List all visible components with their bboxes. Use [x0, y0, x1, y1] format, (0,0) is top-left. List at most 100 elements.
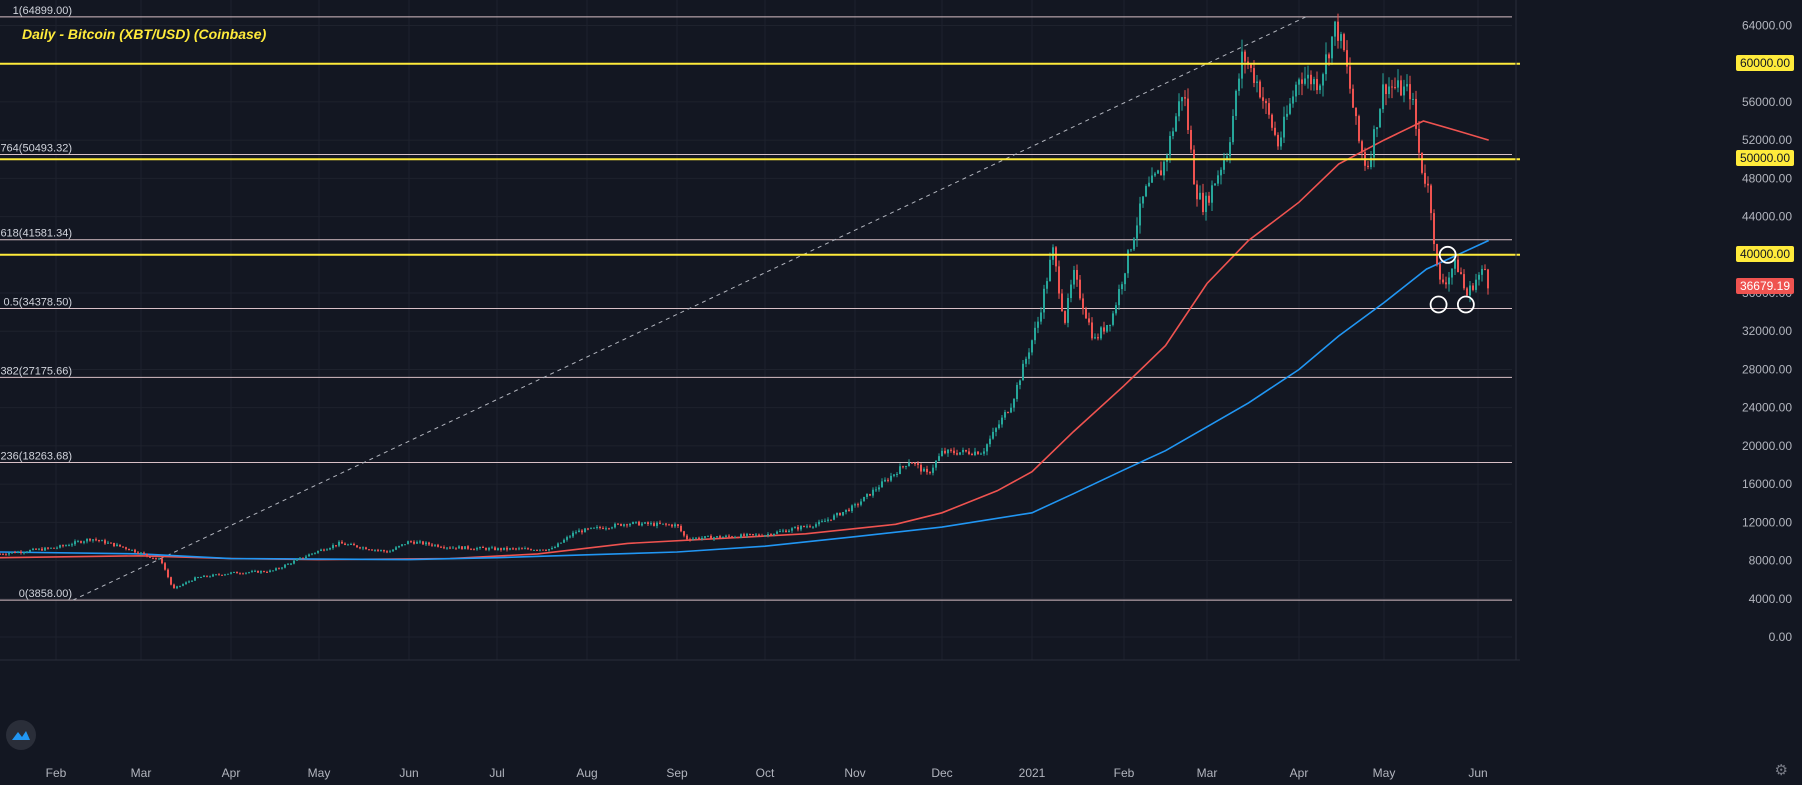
candle-body: [1169, 136, 1171, 156]
candle-body: [80, 541, 82, 543]
candle-body: [806, 526, 808, 528]
candle-body: [620, 523, 622, 526]
x-tick-label: Aug: [576, 766, 597, 780]
candle-body: [1046, 281, 1048, 289]
candle-body: [227, 573, 229, 575]
candle-body: [1421, 152, 1423, 173]
candle-body: [1475, 279, 1477, 290]
candle-body: [962, 449, 964, 453]
candle-body: [665, 523, 667, 525]
candle-body: [434, 544, 436, 546]
candle-body: [1394, 87, 1396, 89]
candle-body: [392, 549, 394, 552]
candle-body: [767, 534, 769, 536]
candle-body: [818, 521, 820, 525]
fib-level-label: 0.618(41581.34): [0, 228, 72, 240]
candle-body: [1418, 128, 1420, 153]
candle-body: [1478, 274, 1480, 280]
candle-body: [35, 548, 37, 550]
candle-body: [1259, 81, 1261, 98]
candle-body: [833, 515, 835, 520]
candle-body: [395, 547, 397, 550]
candle-body: [341, 541, 343, 544]
y-tick-label: 56000.00: [1742, 95, 1792, 109]
candle-body: [230, 572, 232, 574]
candle-body: [1193, 149, 1195, 185]
candle-body: [170, 577, 172, 585]
candle-body: [707, 535, 709, 537]
candle-body: [731, 536, 733, 538]
candle-body: [1349, 66, 1351, 89]
candle-body: [1226, 156, 1228, 161]
candle-body: [938, 456, 940, 461]
candle-body: [992, 431, 994, 439]
candle-body: [1469, 285, 1471, 296]
candle-body: [179, 585, 181, 587]
candle-body: [572, 532, 574, 537]
candle-body: [1481, 268, 1483, 275]
candle-body: [242, 573, 244, 575]
candle-body: [893, 474, 895, 476]
candle-body: [137, 552, 139, 554]
candle-body: [773, 533, 775, 536]
candle-body: [566, 537, 568, 540]
candle-body: [725, 535, 727, 537]
candle-body: [989, 438, 991, 445]
candle-body: [359, 547, 361, 549]
candle-body: [446, 547, 448, 549]
settings-gear-icon[interactable]: ⚙: [1774, 762, 1788, 779]
candle-body: [1079, 279, 1081, 299]
candle-body: [854, 504, 856, 506]
candle-body: [1049, 259, 1051, 282]
candle-body: [803, 526, 805, 528]
candle-body: [1211, 185, 1213, 203]
candle-body: [761, 535, 763, 537]
candle-body: [1376, 127, 1378, 130]
candle-body: [110, 542, 112, 544]
candle-body: [344, 543, 346, 545]
candle-body: [920, 464, 922, 472]
candle-body: [350, 543, 352, 545]
candle-body: [1034, 327, 1036, 341]
candle-body: [1391, 86, 1393, 88]
candle-body: [476, 548, 478, 550]
candle-body: [188, 581, 190, 583]
candle-body: [788, 530, 790, 533]
candle-body: [311, 553, 313, 555]
candle-body: [314, 552, 316, 554]
candle-body: [1382, 84, 1384, 110]
candle-body: [1106, 325, 1108, 332]
candle-body: [836, 513, 838, 516]
candle-body: [377, 549, 379, 551]
candle-body: [1028, 352, 1030, 359]
candle-body: [1145, 186, 1147, 197]
candle-body: [998, 424, 1000, 429]
candle-body: [779, 531, 781, 533]
candle-body: [1154, 173, 1156, 176]
marker-circle: [1438, 245, 1457, 264]
candle-body: [401, 544, 403, 546]
candle-body: [254, 570, 256, 572]
tradingview-logo[interactable]: [6, 720, 36, 750]
candle-body: [1253, 68, 1255, 83]
candle-body: [29, 550, 31, 552]
candle-body: [1454, 259, 1456, 269]
candle-body: [1103, 327, 1105, 332]
candle-body: [851, 505, 853, 512]
candle-body: [965, 449, 967, 452]
candle-body: [593, 527, 595, 529]
candle-body: [923, 468, 925, 472]
candle-body: [332, 545, 334, 549]
candle-body: [1397, 80, 1399, 88]
candle-body: [1319, 85, 1321, 91]
candle-body: [206, 575, 208, 577]
candle-body: [428, 542, 430, 545]
y-tick-label: 0.00: [1769, 630, 1793, 644]
candle-body: [1373, 129, 1375, 158]
y-tick-label: 24000.00: [1742, 401, 1792, 415]
candle-body: [1142, 196, 1144, 204]
candle-body: [1031, 340, 1033, 353]
candle-body: [1463, 274, 1465, 289]
candle-body: [1127, 250, 1129, 274]
